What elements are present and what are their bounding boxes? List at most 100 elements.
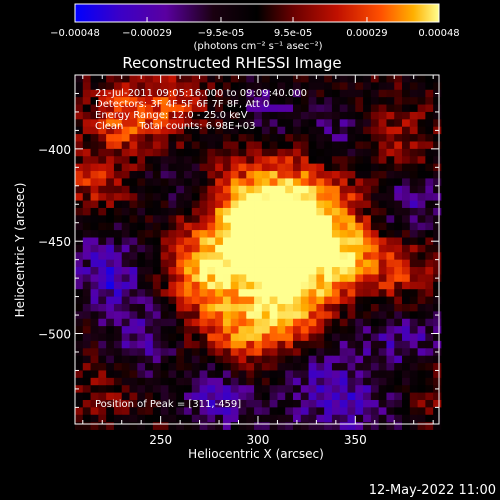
heatmap-cell [324,340,333,349]
heatmap-cell [129,237,138,246]
heatmap-cell [106,370,115,379]
heatmap-cell [402,281,411,290]
heatmap-cell [90,207,99,216]
heatmap-cell [386,363,395,371]
heatmap-cell [254,119,263,128]
heatmap-cell [425,296,434,305]
heatmap-cell [417,355,426,364]
heatmap-cell [433,407,442,416]
heatmap-cell [331,119,341,128]
heatmap-cell [137,348,146,357]
heatmap-cell [121,296,130,305]
heatmap-cell [82,230,91,238]
heatmap-cell [246,407,255,416]
heatmap-cell [113,355,123,364]
heatmap-cell [222,274,232,283]
heatmap-cell [160,303,169,312]
heatmap-cell [386,259,395,268]
heatmap-cell [347,414,356,423]
heatmap-cell [363,89,372,98]
heatmap-cell [378,318,387,327]
heatmap-cell [137,207,146,216]
heatmap-cell [300,230,309,238]
y-tick-label: −450 [38,235,71,249]
heatmap-cell [254,326,263,334]
heatmap-cell [347,259,356,268]
heatmap-cell [215,355,224,364]
heatmap-cell [425,119,434,128]
heatmap-cell [378,104,387,113]
heatmap-cell [90,119,99,128]
heatmap-cell [277,193,286,201]
heatmap-cell [90,215,99,224]
heatmap-cell [269,148,278,157]
heatmap-cell [152,252,162,261]
heatmap-cell [145,156,154,165]
heatmap-cell [168,244,177,253]
heatmap-cell [191,407,200,416]
heatmap-cell [363,134,372,142]
heatmap-cell [75,119,84,128]
heatmap-cell [207,370,216,379]
heatmap-cell [308,126,317,135]
heatmap-cell [246,89,255,98]
heatmap-cell [433,82,442,91]
heatmap-cell [300,326,309,334]
heatmap-cell [355,207,364,216]
heatmap-cell [409,363,418,371]
heatmap-cell [308,171,317,179]
heatmap-cell [339,318,348,327]
x-tick-label: 250 [149,433,172,447]
heatmap-cell [129,193,138,201]
heatmap-cell [238,289,247,297]
heatmap-cell [285,355,294,364]
heatmap-cell [215,348,224,357]
heatmap-cell [238,178,247,187]
heatmap-cell [293,104,302,113]
heatmap-cell [168,392,177,401]
heatmap-cell [425,385,434,394]
heatmap-cell [191,385,200,394]
heatmap-cell [90,363,99,371]
heatmap-cell [168,148,177,157]
heatmap-cell [339,333,348,342]
heatmap-cell [82,281,91,290]
heatmap-cell [402,207,411,216]
heatmap-cell [106,171,115,179]
heatmap-cell [277,348,286,357]
heatmap-cell [347,97,356,105]
heatmap-cell [90,399,99,408]
heatmap-cell [230,244,239,253]
heatmap-cell [308,289,317,297]
heatmap-cell [409,215,418,224]
heatmap-cell [113,156,123,165]
heatmap-cell [75,370,84,379]
heatmap-cell [331,281,341,290]
heatmap-cell [160,259,169,268]
heatmap-cell [363,355,372,364]
heatmap-cell [409,385,418,394]
heatmap-cell [269,185,278,194]
heatmap-cell [300,185,309,194]
heatmap-cell [215,141,224,150]
heatmap-cell [145,281,154,290]
heatmap-cell [324,422,333,430]
heatmap-cell [300,75,309,83]
heatmap-cell [300,333,309,342]
heatmap-cell [347,82,356,91]
heatmap-cell [106,274,115,283]
heatmap-cell [121,178,130,187]
heatmap-cell [370,119,380,128]
heatmap-cell [113,267,123,275]
heatmap-cell [277,89,286,98]
heatmap-cell [324,355,333,364]
heatmap-cell [285,303,294,312]
heatmap-cell [433,97,442,105]
heatmap-cell [176,326,185,334]
heatmap-cell [285,385,294,394]
heatmap-cell [152,318,162,327]
heatmap-cell [417,134,426,142]
heatmap-cell [254,385,263,394]
heatmap-cell [331,355,341,364]
heatmap-cell [254,333,263,342]
